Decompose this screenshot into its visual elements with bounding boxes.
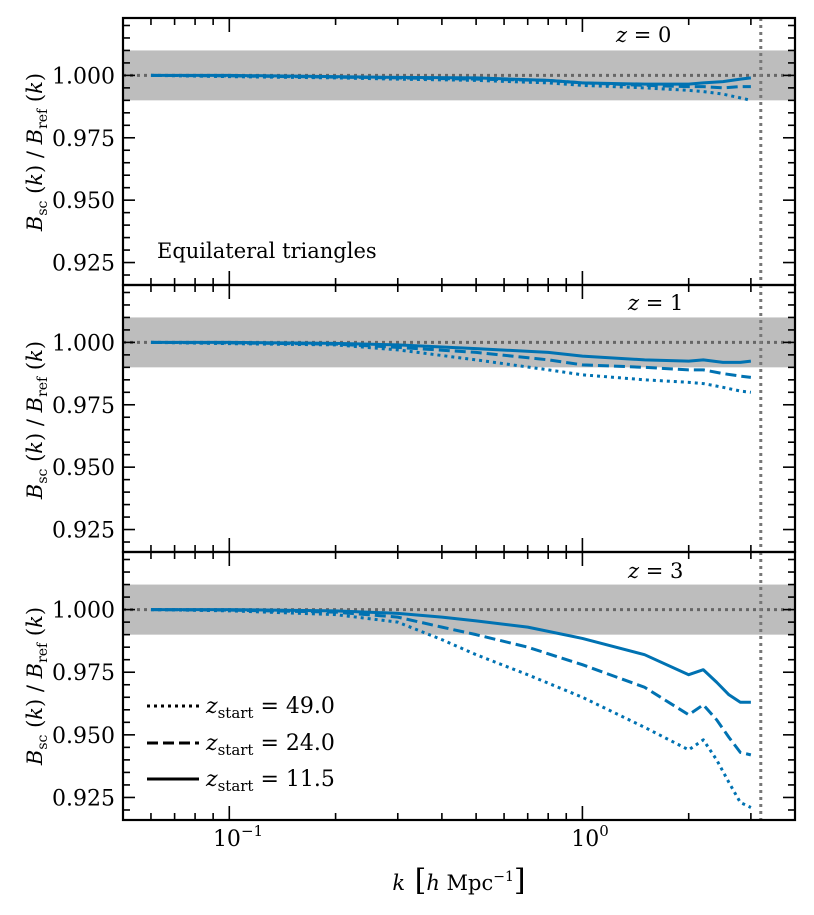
y-tick-label: 0.950 xyxy=(52,456,115,481)
y-tick-label: 1.000 xyxy=(52,331,115,356)
panel-z3: 0.925 0.950 0.975 1.000 z = 3 Bsc (k) / Bre… xyxy=(23,550,797,898)
legend-entry-115: zstart = 11.5 xyxy=(147,767,335,795)
y-tick-label: 0.925 xyxy=(52,252,115,277)
panel-z0: 0.925 0.950 0.975 1.000 z = 0 Equilateral t… xyxy=(23,16,797,287)
panel-z0-annotation: Equilateral triangles xyxy=(157,239,377,263)
panel-z3-redshift-label: z = 3 xyxy=(627,559,683,583)
y-tick-label: 0.925 xyxy=(52,519,115,544)
series-line-solid xyxy=(150,73,752,86)
axes-frame xyxy=(121,550,797,822)
series-line-solid xyxy=(150,340,752,364)
legend: zstart = 49.0 zstart = 24.0 zstart = 11.… xyxy=(147,694,335,795)
panel-z1-ylabel: Bsc (k) / Bref (k) xyxy=(23,341,51,500)
panel-z0-redshift-label: z = 0 xyxy=(615,23,671,47)
svg-text:Bsc (k) / Bref (k): Bsc (k) / Bref (k) xyxy=(23,73,51,232)
legend-entry-49: zstart = 49.0 xyxy=(147,694,335,722)
y-tick-label: 0.950 xyxy=(52,724,115,749)
y-tick-label: 0.950 xyxy=(52,189,115,214)
panel-z0-ylabel: Bsc (k) / Bref (k) xyxy=(23,73,51,232)
series-line-dotted xyxy=(150,608,752,809)
legend-label-115: zstart = 11.5 xyxy=(205,767,335,795)
series-line-dashed xyxy=(150,608,752,757)
panel-z1-plot: 0.925 0.950 0.975 1.000 xyxy=(52,283,797,554)
panel-z1-redshift-label: z = 1 xyxy=(627,291,683,315)
panel-z3-plot: 0.925 0.950 0.975 1.000 xyxy=(52,550,797,822)
x-tick-label-0.1: 10−1 xyxy=(213,822,263,852)
legend-label-49: zstart = 49.0 xyxy=(205,694,335,722)
x-tick-label-1: 100 xyxy=(571,822,609,852)
y-tick-label: 0.925 xyxy=(52,786,115,811)
legend-entry-24: zstart = 24.0 xyxy=(147,731,335,759)
x-axis-title: k [h Mpc−1] xyxy=(392,863,525,898)
panel-z1: 0.925 0.950 0.975 1.000 z = 1 Bsc (k) / Bre… xyxy=(23,283,797,554)
y-tick-label: 0.975 xyxy=(52,661,115,686)
legend-label-24: zstart = 24.0 xyxy=(205,731,335,759)
svg-text:Bsc (k) / Bref (k): Bsc (k) / Bref (k) xyxy=(23,341,51,500)
y-tick-label: 1.000 xyxy=(52,599,115,624)
svg-text:Bsc (k) / Bref (k): Bsc (k) / Bref (k) xyxy=(23,607,51,766)
panel-z3-ylabel: Bsc (k) / Bref (k) xyxy=(23,607,51,766)
y-tick-label: 1.000 xyxy=(52,64,115,89)
series-line-solid xyxy=(150,608,751,704)
y-tick-label: 0.975 xyxy=(52,127,115,152)
y-tick-label: 0.975 xyxy=(52,394,115,419)
panel-z0-plot: 0.925 0.950 0.975 1.000 xyxy=(52,16,797,287)
